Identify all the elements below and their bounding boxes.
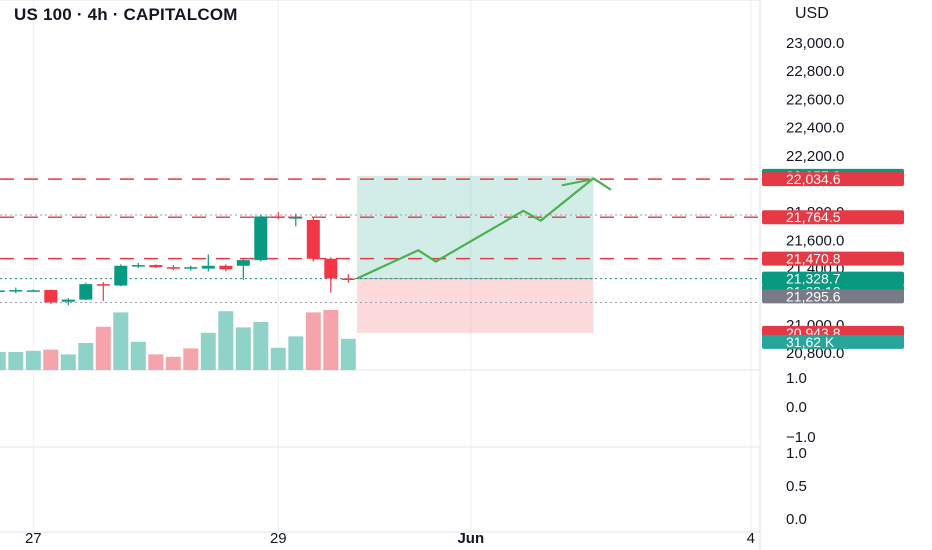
time-axis[interactable]: 27 29 Jun 4 bbox=[25, 530, 755, 547]
volume-bar bbox=[340, 338, 356, 370]
volume-bar bbox=[253, 322, 269, 370]
candle-body bbox=[131, 265, 145, 267]
candle-body bbox=[254, 216, 268, 261]
volume-bar bbox=[113, 312, 129, 370]
volume-bars bbox=[0, 310, 356, 370]
candle-body bbox=[306, 219, 320, 259]
price-label: 21,470.8 bbox=[786, 251, 841, 267]
forecast-tail bbox=[561, 178, 590, 187]
volume-bar bbox=[95, 326, 111, 370]
candle-body bbox=[79, 284, 93, 300]
indicator-tick-label: −1.0 bbox=[786, 429, 816, 446]
indicator-tick-label: 0.5 bbox=[786, 478, 807, 495]
price-tick-label: 22,800.0 bbox=[786, 63, 844, 80]
indicator-tick-label: 1.0 bbox=[786, 370, 807, 387]
volume-bar bbox=[235, 327, 251, 370]
volume-bar bbox=[288, 336, 304, 370]
price-label-bg bbox=[762, 172, 904, 187]
price-tick-label: 22,600.0 bbox=[786, 91, 844, 108]
forecast-path[interactable] bbox=[356, 177, 612, 280]
indicator-tick-label: 0.0 bbox=[786, 511, 807, 528]
volume-bar bbox=[305, 312, 321, 370]
price-label: 31,62 K bbox=[786, 334, 835, 350]
price-tick-label: 23,000.0 bbox=[786, 35, 844, 52]
indicator-panes: 1.00.0−1.01.00.50.0 bbox=[786, 370, 816, 528]
candle-body bbox=[236, 260, 250, 266]
candle-body bbox=[289, 217, 303, 219]
candle-body bbox=[26, 290, 40, 292]
candle-body bbox=[324, 258, 338, 279]
volume-bar bbox=[218, 311, 234, 370]
price-label: 21,295.6 bbox=[786, 288, 841, 304]
price-label: 21,328.7 bbox=[786, 271, 841, 287]
volume-bar bbox=[130, 341, 146, 370]
time-tick-label: 29 bbox=[270, 530, 287, 547]
volume-bar bbox=[183, 348, 199, 370]
time-tick-label: 27 bbox=[25, 530, 42, 547]
price-axis[interactable]: 23,000.0 22,800.0 22,600.0 22,400.0 22,200.0… bbox=[786, 35, 844, 362]
price-label-bg bbox=[762, 289, 904, 304]
volume-bar bbox=[323, 310, 339, 370]
volume-bar bbox=[148, 354, 164, 370]
candle-body bbox=[44, 290, 58, 303]
volume-bar bbox=[0, 352, 6, 370]
candle-body bbox=[201, 265, 215, 269]
volume-bar bbox=[25, 350, 41, 370]
price-label: 22,034.6 bbox=[786, 171, 841, 187]
candle-body bbox=[341, 278, 355, 280]
price-tick-label: 22,200.0 bbox=[786, 148, 844, 165]
candle-body bbox=[9, 290, 23, 292]
candles[interactable] bbox=[0, 212, 355, 306]
candle-body bbox=[271, 216, 285, 218]
volume-bar bbox=[270, 347, 286, 370]
price-label-bg bbox=[762, 210, 904, 225]
time-tick-label: 4 bbox=[747, 530, 755, 547]
volume-bar bbox=[200, 332, 216, 370]
candle-body bbox=[166, 267, 180, 269]
price-label-bg bbox=[762, 251, 904, 266]
volume-bar bbox=[8, 352, 24, 370]
position-tool-zones[interactable] bbox=[357, 175, 594, 333]
price-label-bg bbox=[762, 334, 904, 349]
stop-zone bbox=[357, 278, 594, 333]
symbol-title[interactable]: US 100 · 4h · CAPITALCOM bbox=[14, 5, 238, 24]
candle-body bbox=[61, 299, 75, 302]
candle-body bbox=[184, 267, 198, 269]
candle-body bbox=[149, 265, 163, 268]
currency-label[interactable]: USD bbox=[795, 5, 829, 22]
candle-body bbox=[0, 290, 5, 292]
forecast-line bbox=[356, 177, 612, 280]
volume-bar bbox=[60, 354, 76, 370]
indicator-tick-label: 0.0 bbox=[786, 399, 807, 416]
price-tick-label: 21,600.0 bbox=[786, 232, 844, 249]
candle-body bbox=[219, 265, 233, 270]
volume-bar bbox=[165, 356, 181, 370]
indicator-tick-label: 1.0 bbox=[786, 445, 807, 462]
price-label-bg bbox=[762, 271, 904, 286]
price-tick-label: 22,400.0 bbox=[786, 120, 844, 137]
price-labels: 22,057.822,034.621,764.521,470.821,328.7… bbox=[762, 168, 904, 350]
volume-bar bbox=[78, 343, 94, 370]
price-tick-label: 20,800.0 bbox=[786, 345, 844, 362]
candle-body bbox=[114, 265, 128, 286]
candle-body bbox=[96, 284, 110, 286]
time-tick-label: Jun bbox=[457, 530, 484, 547]
volume-bar bbox=[43, 349, 59, 370]
price-label: 21,764.5 bbox=[786, 209, 841, 225]
